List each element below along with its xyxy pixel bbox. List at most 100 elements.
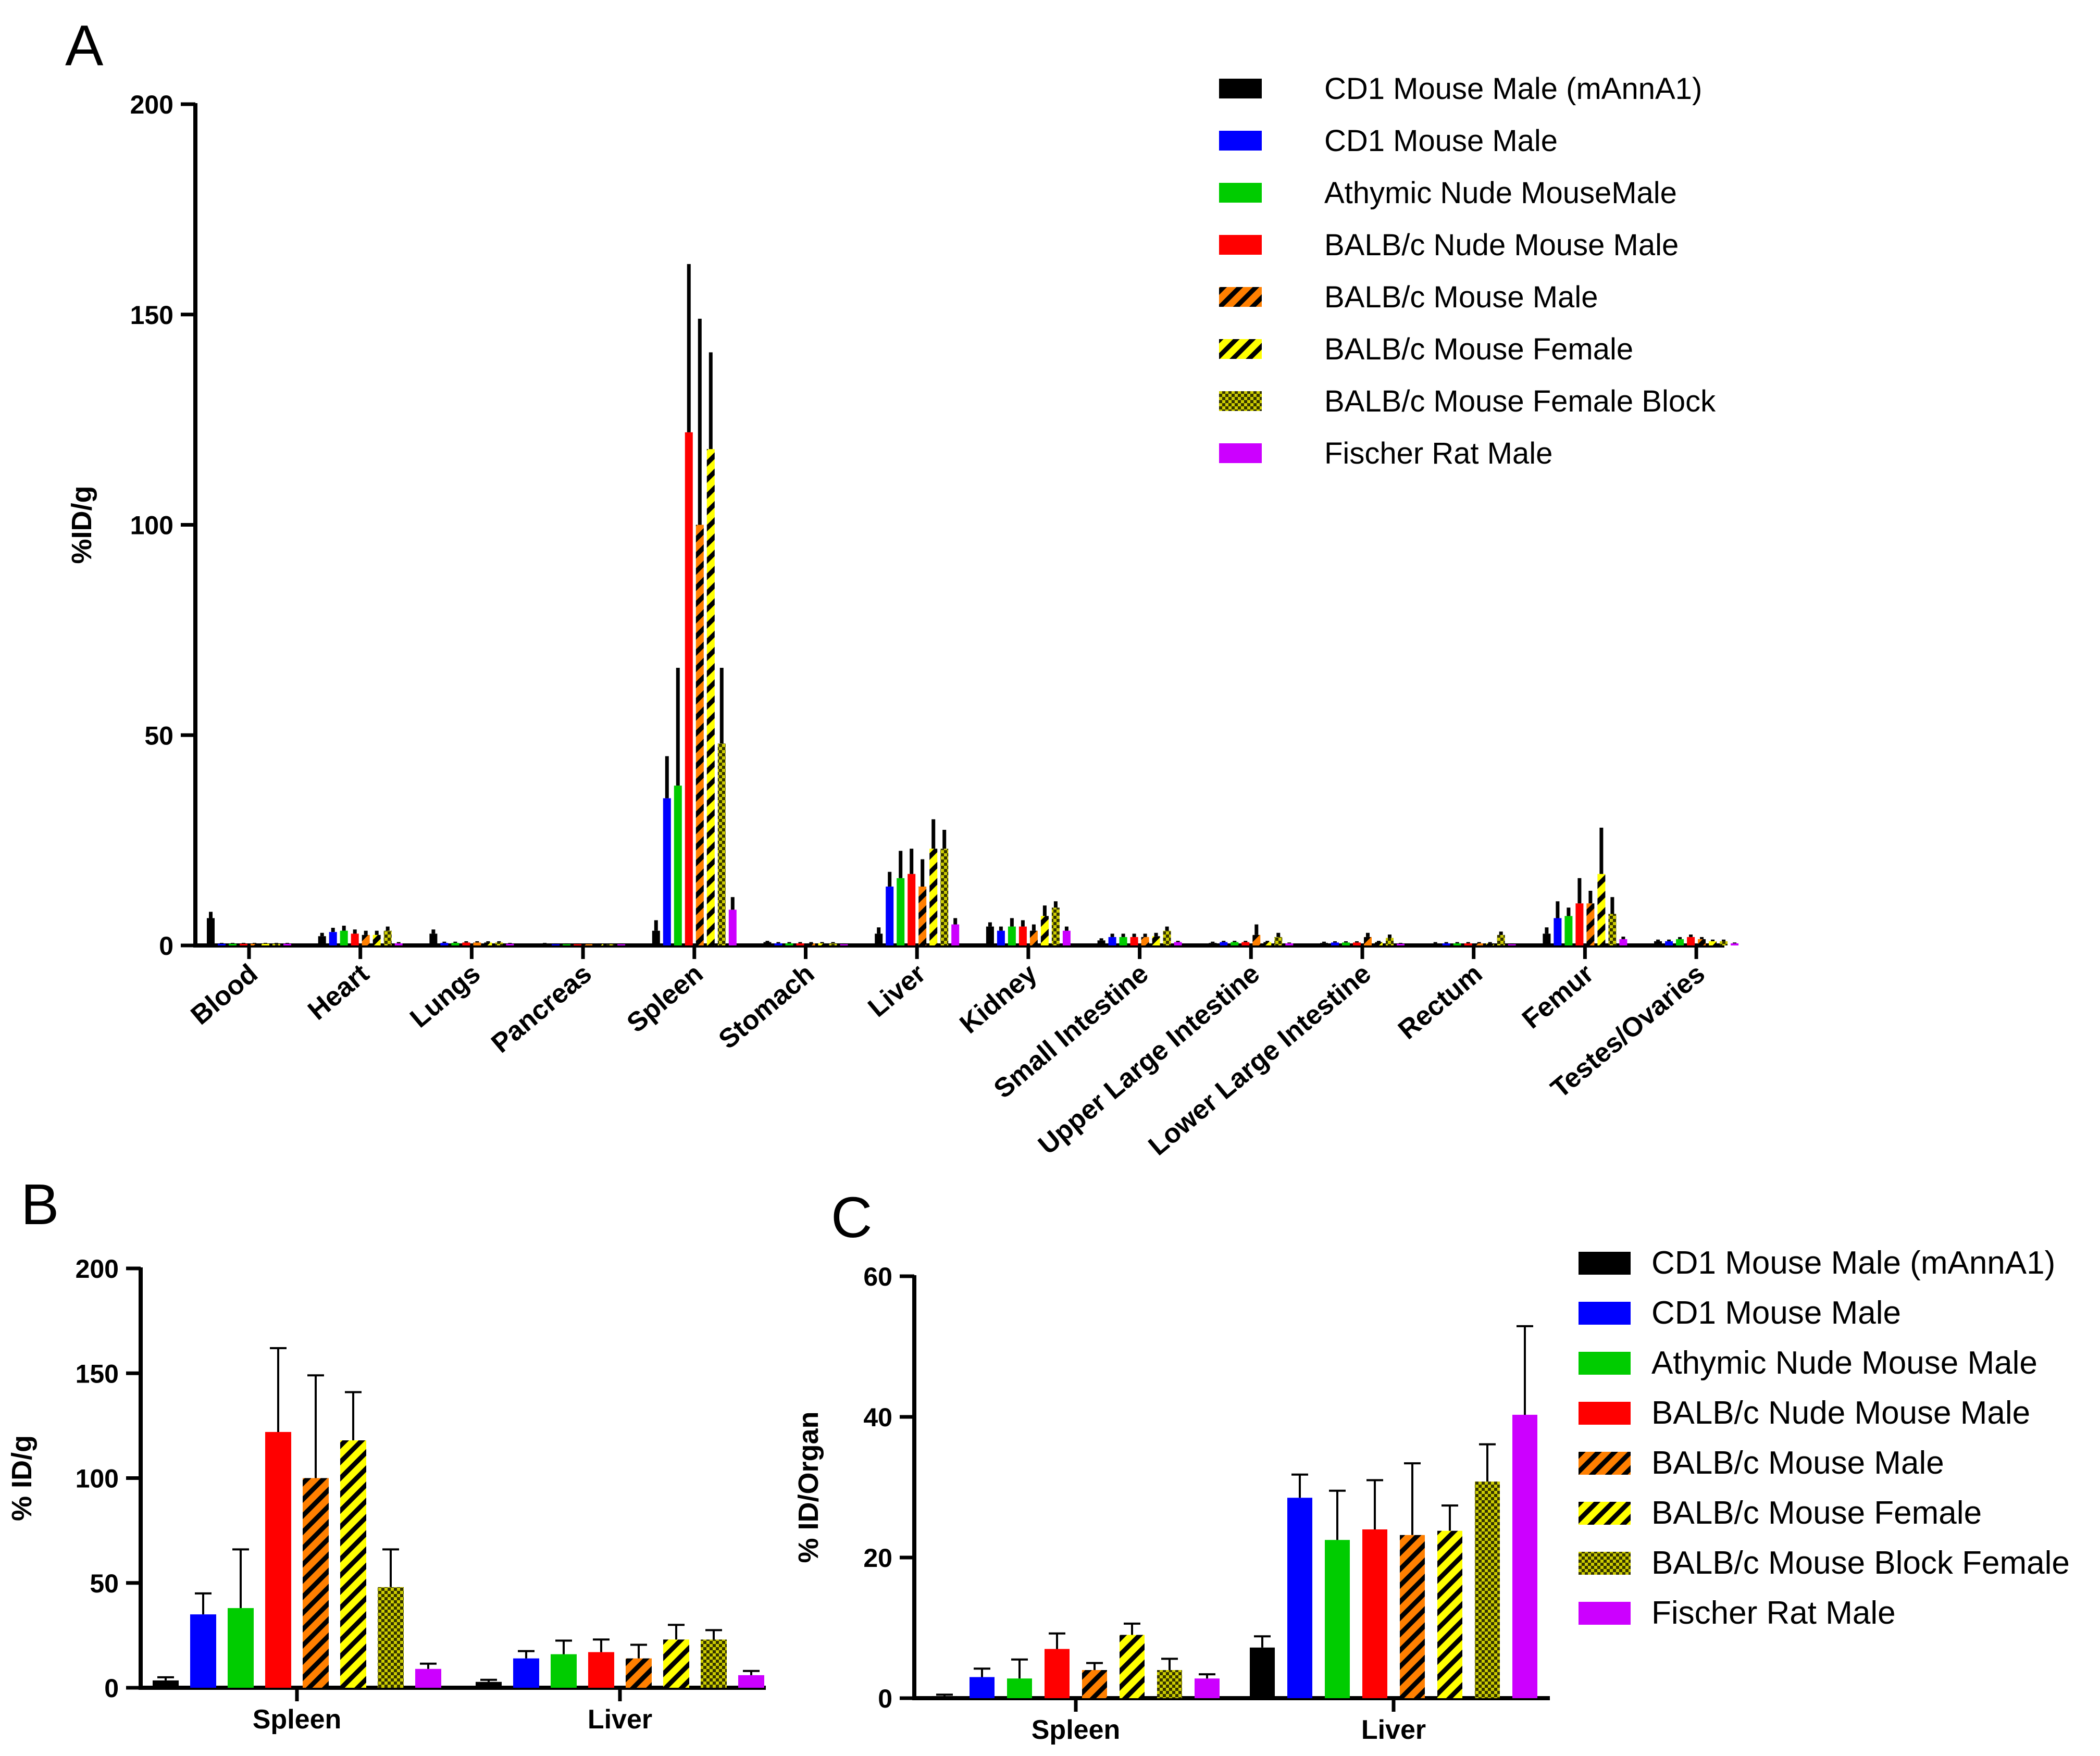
panel-c-legend-entry: BALB/c Mouse Female: [1651, 1495, 1982, 1531]
panel-b-bar-liver-s3: [588, 1652, 614, 1688]
panel-c-legend-entry: BALB/c Mouse Male: [1651, 1445, 1944, 1481]
panel-a-letter: A: [65, 14, 104, 78]
panel-a-bar-upper-large-intestine-s7: [1285, 943, 1294, 945]
panel-c-bar-spleen-s6: [1157, 1670, 1182, 1698]
panel-b-bar-spleen-s4: [303, 1478, 329, 1688]
panel-a-bar-lungs-s1: [440, 943, 449, 945]
panel-c-bar-liver-s5: [1437, 1530, 1462, 1698]
panel-c-legend-swatch: [1579, 1402, 1631, 1425]
panel-b-category-label: Liver: [588, 1704, 652, 1735]
panel-a-bar-rectum-s4: [1475, 943, 1483, 945]
panel-a-bar-testes-ovaries-s1: [1665, 941, 1673, 945]
panel-a-y-tick-label: 100: [130, 511, 173, 540]
panel-a-bar-femur-s1: [1554, 918, 1562, 945]
panel-a-bar-kidney-s4: [1029, 930, 1038, 945]
panel-a-bar-stomach-s3: [796, 943, 804, 945]
panel-b-letter: B: [21, 1173, 59, 1237]
panel-b-bar-liver-s5: [663, 1639, 689, 1688]
panel-a-bar-lower-large-intestine-s2: [1342, 942, 1350, 945]
panel-a-legend-swatch: [1219, 443, 1262, 463]
panel-a-legend-swatch: [1219, 339, 1262, 359]
panel-a-bar-blood-s5: [262, 943, 269, 945]
panel-a-bar-small-intestine-s5: [1152, 936, 1160, 945]
panel-a-legend-entry: BALB/c Mouse Male: [1324, 280, 1598, 314]
panel-a-legend-swatch: [1219, 235, 1262, 255]
panel-c-bar-spleen-s7: [1195, 1678, 1220, 1698]
panel-a-bar-kidney-s5: [1040, 916, 1049, 945]
panel-a-y-tick-label: 0: [159, 931, 173, 961]
panel-a-bar-testes-ovaries-s6: [1720, 941, 1728, 945]
panel-a-bar-heart-s1: [329, 932, 337, 945]
panel-a-bar-upper-large-intestine-s3: [1241, 942, 1250, 945]
panel-a-legend-entry: BALB/c Nude Mouse Male: [1324, 228, 1679, 262]
panel-b-bar-spleen-s6: [378, 1587, 404, 1688]
panel-a-bar-upper-large-intestine-s5: [1263, 942, 1272, 945]
panel-a-bar-liver-s7: [951, 924, 960, 945]
panel-c-legend-entry: CD1 Mouse Male: [1651, 1295, 1901, 1331]
panel-a-bar-femur-s5: [1597, 874, 1606, 945]
panel-a-bar-small-intestine-s0: [1097, 940, 1105, 945]
panel-b-bar-liver-s7: [738, 1675, 764, 1688]
panel-a-bar-small-intestine-s3: [1130, 937, 1138, 945]
panel-a-bar-liver-s5: [929, 849, 938, 945]
panel-a-category-label: Liver: [862, 958, 931, 1023]
panel-a-bar-stomach-s4: [807, 943, 815, 945]
panel-a-bar-kidney-s2: [1008, 926, 1016, 945]
panel-a-bar-lower-large-intestine-s4: [1364, 937, 1372, 945]
panel-b-bar-liver-s1: [513, 1658, 539, 1688]
panel-a-bar-rectum-s3: [1464, 943, 1472, 945]
panel-a-bar-spleen-s1: [663, 798, 671, 945]
panel-c-legend-swatch: [1579, 1502, 1631, 1525]
panel-c-bar-spleen-s5: [1120, 1635, 1145, 1698]
panel-b-bar-spleen-s0: [153, 1680, 179, 1688]
panel-a-bar-stomach-s1: [774, 943, 782, 945]
panel-a-category-label: Femur: [1517, 958, 1599, 1035]
panel-a-bar-pancreas-s5: [595, 944, 604, 945]
panel-a-bar-pancreas-s2: [563, 944, 571, 945]
panel-c-legend-swatch: [1579, 1302, 1631, 1325]
panel-a-bar-rectum-s1: [1442, 943, 1450, 945]
panel-a-bar-stomach-s6: [829, 943, 837, 945]
panel-b-y-tick-label: 150: [76, 1359, 119, 1388]
panel-a-category-label: Upper Large Intestine: [1033, 958, 1265, 1161]
panel-a-bar-heart-s0: [318, 936, 326, 945]
panel-a-bar-small-intestine-s7: [1174, 942, 1182, 945]
panel-a-bar-lungs-s2: [451, 943, 459, 945]
panel-b-bar-spleen-s5: [340, 1440, 366, 1688]
panel-a-bar-upper-large-intestine-s0: [1209, 943, 1217, 945]
panel-a-bar-stomach-s2: [785, 943, 793, 945]
panel-a-bar-heart-s6: [383, 930, 392, 945]
panel-a-bar-lungs-s7: [506, 943, 514, 945]
panel-a-legend-entry: BALB/c Mouse Female Block: [1324, 384, 1716, 418]
panel-a-bar-lungs-s6: [495, 942, 503, 945]
panel-a-bar-femur-s7: [1619, 939, 1627, 945]
panel-a-bar-liver-s2: [897, 878, 905, 945]
panel-a-y-tick-label: 200: [130, 90, 173, 119]
panel-a-bar-lower-large-intestine-s0: [1320, 943, 1328, 945]
panel-a-bar-lower-large-intestine-s7: [1397, 943, 1405, 945]
panel-b-y-axis-title: % ID/g: [6, 1435, 38, 1521]
panel-c-letter: C: [831, 1186, 872, 1250]
panel-c-legend-entry: Athymic Nude Mouse Male: [1651, 1345, 2037, 1381]
panel-a-y-tick-label: 150: [130, 301, 173, 330]
panel-a-bar-small-intestine-s4: [1141, 937, 1149, 945]
panel-a-legend-entry: BALB/c Mouse Female: [1324, 332, 1633, 366]
panel-a-y-tick-label: 50: [144, 721, 173, 750]
panel-b-y-tick-label: 200: [76, 1254, 119, 1284]
panel-c-y-tick-label: 40: [863, 1403, 892, 1432]
panel-c-bar-spleen-s4: [1082, 1670, 1107, 1698]
panel-c-legend-swatch: [1579, 1352, 1631, 1375]
panel-a-y-axis-title: %ID/g: [66, 485, 97, 564]
panel-a-bar-liver-s0: [875, 933, 883, 945]
panel-a-bar-kidney-s1: [997, 930, 1005, 945]
panel-c-y-axis-title: % ID/Organ: [793, 1411, 824, 1563]
panel-a-bar-pancreas-s7: [617, 944, 626, 945]
panel-c-bar-liver-s4: [1400, 1535, 1425, 1698]
panel-a-bar-pancreas-s0: [541, 943, 549, 945]
panel-a-bar-blood-s6: [272, 943, 280, 945]
panel-a-bar-liver-s6: [940, 849, 949, 945]
panel-a-bar-rectum-s5: [1486, 943, 1494, 945]
panel-a-bar-testes-ovaries-s4: [1698, 939, 1706, 945]
panel-a-bar-upper-large-intestine-s1: [1220, 942, 1228, 945]
